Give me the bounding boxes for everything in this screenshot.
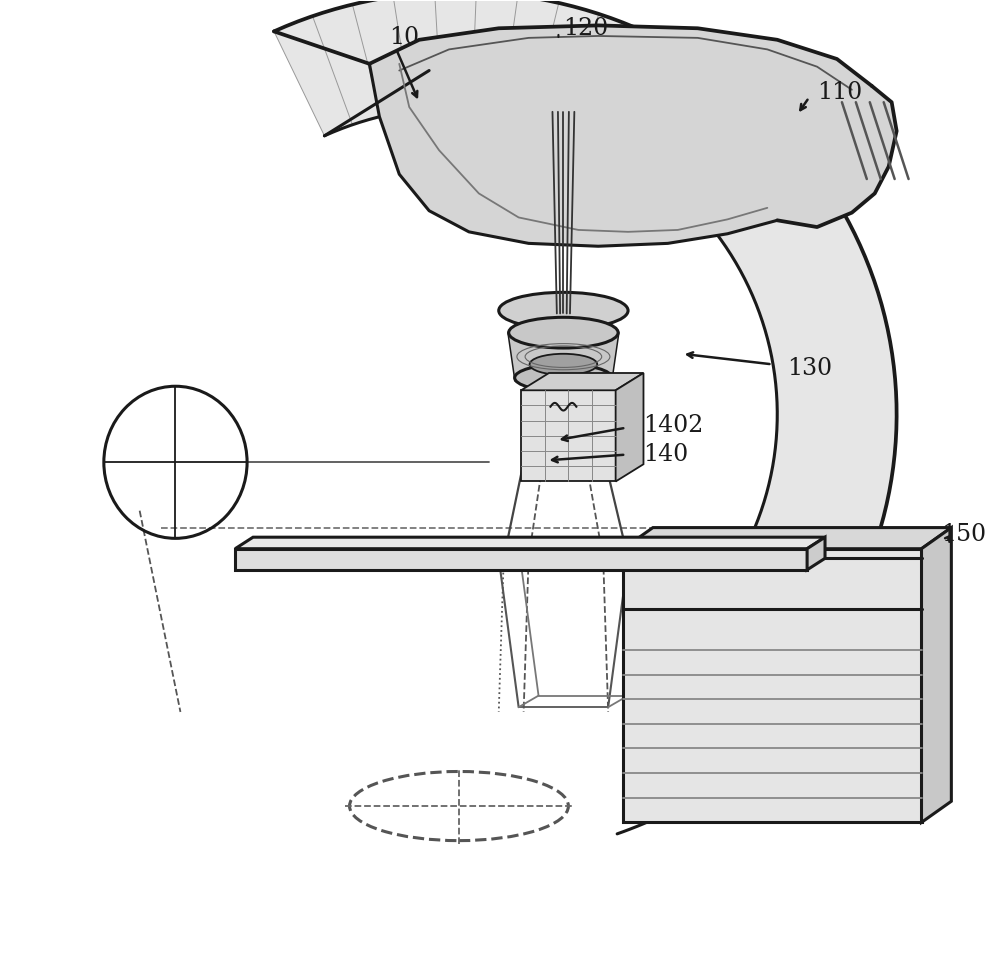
Ellipse shape bbox=[515, 364, 612, 391]
Polygon shape bbox=[274, 0, 897, 761]
Ellipse shape bbox=[509, 317, 618, 348]
Text: 120: 120 bbox=[563, 16, 609, 39]
Polygon shape bbox=[807, 537, 825, 570]
Polygon shape bbox=[235, 549, 807, 570]
Polygon shape bbox=[616, 373, 643, 482]
Polygon shape bbox=[623, 528, 951, 549]
Ellipse shape bbox=[499, 293, 628, 328]
Text: 140: 140 bbox=[643, 443, 688, 466]
Polygon shape bbox=[235, 537, 825, 549]
Polygon shape bbox=[623, 549, 922, 822]
Text: 10: 10 bbox=[389, 26, 419, 49]
Text: 110: 110 bbox=[817, 81, 862, 104]
Polygon shape bbox=[521, 390, 616, 482]
Polygon shape bbox=[922, 528, 951, 822]
Polygon shape bbox=[509, 332, 618, 380]
Ellipse shape bbox=[535, 377, 592, 394]
Polygon shape bbox=[369, 25, 897, 247]
Polygon shape bbox=[521, 373, 643, 390]
Text: 150: 150 bbox=[941, 523, 987, 546]
Ellipse shape bbox=[530, 353, 597, 375]
Text: 1402: 1402 bbox=[643, 414, 703, 437]
Text: 130: 130 bbox=[787, 356, 832, 379]
